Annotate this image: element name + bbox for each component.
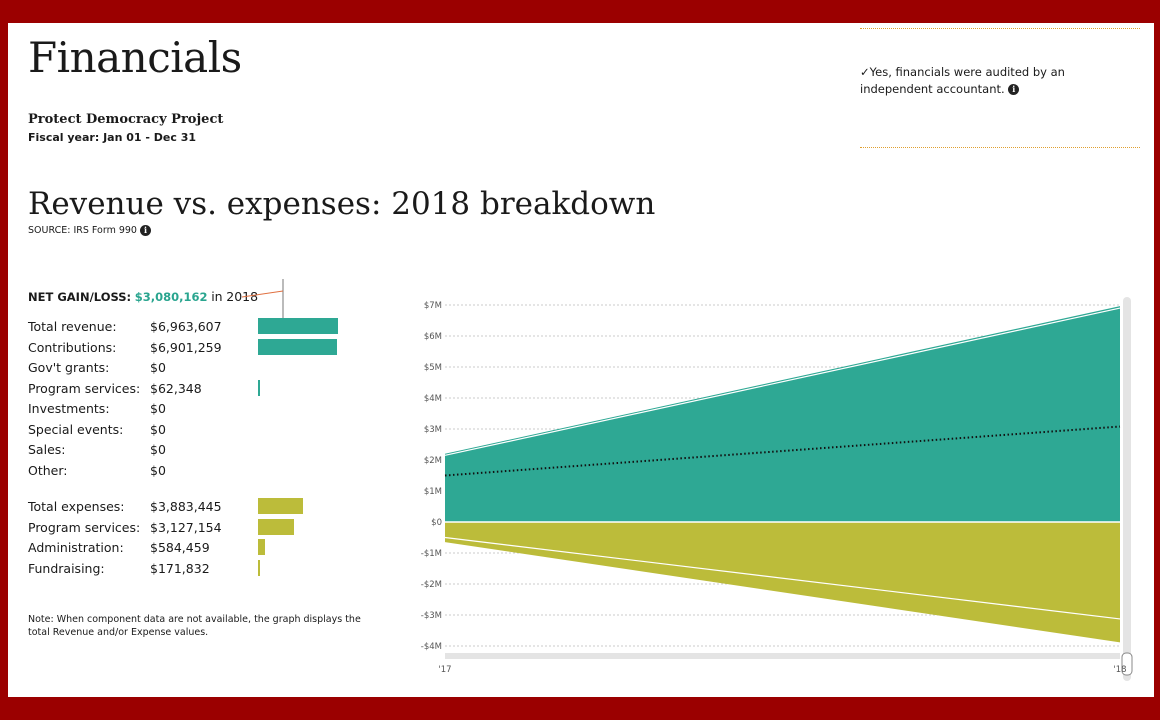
expense-row-label: Total expenses: (28, 499, 125, 514)
section-title: Revenue vs. expenses: 2018 breakdown (28, 186, 656, 222)
program-services-line (444, 536, 1121, 620)
y-tick-label: $5M (424, 363, 442, 373)
expense-bar (258, 518, 294, 535)
revenue-row: Contributions: $6,901,259 (28, 340, 348, 358)
expense-bar (258, 559, 260, 576)
org-name: Protect Democracy Project (28, 112, 224, 127)
revenue-row: Sales: $0 (28, 442, 348, 460)
audit-box: ✓Yes, financials were audited by an inde… (860, 28, 1140, 148)
revenue-row-label: Sales: (28, 442, 66, 457)
net-gain-loss: NET GAIN/LOSS: $3,080,162 in 2018 (28, 289, 258, 304)
revenue-row: Investments: $0 (28, 401, 348, 419)
source-info-icon[interactable]: i (140, 225, 152, 236)
revenue-row-amount: $0 (150, 401, 166, 416)
audit-statement: ✓Yes, financials were audited by an inde… (860, 64, 1135, 98)
net-marker (241, 279, 284, 325)
revenue-row-amount: $0 (150, 462, 166, 478)
expense-row: Total expenses: $3,883,445 (28, 499, 348, 517)
revenue-row-amount: $0 (150, 442, 166, 457)
revenue-row: Gov't grants: $0 (28, 360, 348, 378)
source-label: SOURCE: IRS Form 990 i (28, 225, 152, 236)
revenue-row-label: Special events: (28, 421, 124, 437)
expense-row-label: Administration: (28, 540, 124, 555)
chart-scrollbar (1123, 297, 1131, 681)
y-tick-label: -$1M (421, 549, 442, 559)
expense-row-amount: $3,127,154 (150, 519, 222, 535)
revenue-row-label: Program services: (28, 380, 141, 396)
expense-row-amount: $584,459 (150, 540, 210, 555)
revenue-row: Program services: $62,348 (28, 381, 348, 399)
y-tick-label: $4M (424, 394, 442, 404)
revenue-row-amount: $62,348 (150, 380, 202, 396)
expense-row-label: Fundraising: (28, 560, 105, 576)
revenue-row-label: Other: (28, 462, 68, 478)
source-text: SOURCE: IRS Form 990 (28, 225, 137, 236)
expense-area (445, 522, 1120, 643)
expense-row: Fundraising: $171,832 (28, 561, 348, 579)
expense-row-amount: $171,832 (150, 560, 210, 576)
expense-row-amount: $3,883,445 (150, 499, 222, 514)
check-icon: ✓ (860, 65, 870, 79)
revenue-row-amount: $6,901,259 (150, 339, 222, 355)
revenue-bar (258, 318, 338, 334)
net-label: NET GAIN/LOSS: (28, 290, 132, 304)
x-axis-strip (445, 653, 1120, 659)
x-tick-label: '17 (438, 665, 451, 675)
y-tick-label: $2M (424, 456, 442, 466)
revenue-row-amount: $0 (150, 360, 166, 375)
contributions-line (444, 307, 1121, 456)
y-tick-label: -$2M (421, 580, 442, 590)
expense-row: Program services: $3,127,154 (28, 520, 348, 538)
y-tick-label: -$3M (421, 611, 442, 621)
revenue-bar (258, 338, 338, 355)
y-tick-label: $1M (424, 487, 442, 497)
expense-row-label: Program services: (28, 519, 141, 535)
expense-bar (258, 498, 303, 514)
y-tick-label: $0 (431, 518, 442, 528)
page-title: Financials (28, 33, 242, 82)
y-tick-label: -$4M (421, 642, 442, 652)
revenue-row-label: Gov't grants: (28, 360, 110, 375)
expense-bar (258, 539, 265, 555)
chart-scroll-handle[interactable] (1121, 652, 1133, 676)
revenue-area (445, 306, 1120, 522)
fiscal-year: Fiscal year: Jan 01 - Dec 31 (28, 131, 197, 144)
revenue-bar (258, 379, 260, 396)
revenue-expense-chart: $7M $6M $5M $4M $3M $2M $1M $0 -$1M -$2M -$3M -$4M '… (421, 297, 1133, 681)
net-value: $3,080,162 (134, 290, 208, 304)
revenue-row-label: Investments: (28, 401, 110, 416)
y-tick-label: $6M (424, 332, 442, 342)
revenue-row-amount: $6,963,607 (150, 319, 222, 334)
revenue-row-amount: $0 (150, 421, 166, 437)
x-tick-label: '18 (1113, 665, 1126, 675)
net-line (444, 425, 1121, 477)
chart-note: Note: When component data are not availa… (28, 614, 361, 638)
financials-panel: Financials Protect Democracy Project Fis… (8, 23, 1154, 697)
expense-row: Administration: $584,459 (28, 540, 348, 558)
audit-text: Yes, financials were audited by an indep… (860, 65, 1065, 96)
y-tick-label: $7M (424, 301, 442, 311)
net-in: in (211, 289, 223, 304)
revenue-row-label: Contributions: (28, 339, 117, 355)
revenue-row: Special events: $0 (28, 422, 348, 440)
y-tick-label: $3M (424, 425, 442, 435)
revenue-row: Other: $0 (28, 463, 348, 481)
revenue-row: Total revenue: $6,963,607 (28, 319, 348, 337)
info-icon[interactable]: i (1008, 84, 1020, 95)
revenue-row-label: Total revenue: (28, 319, 117, 334)
